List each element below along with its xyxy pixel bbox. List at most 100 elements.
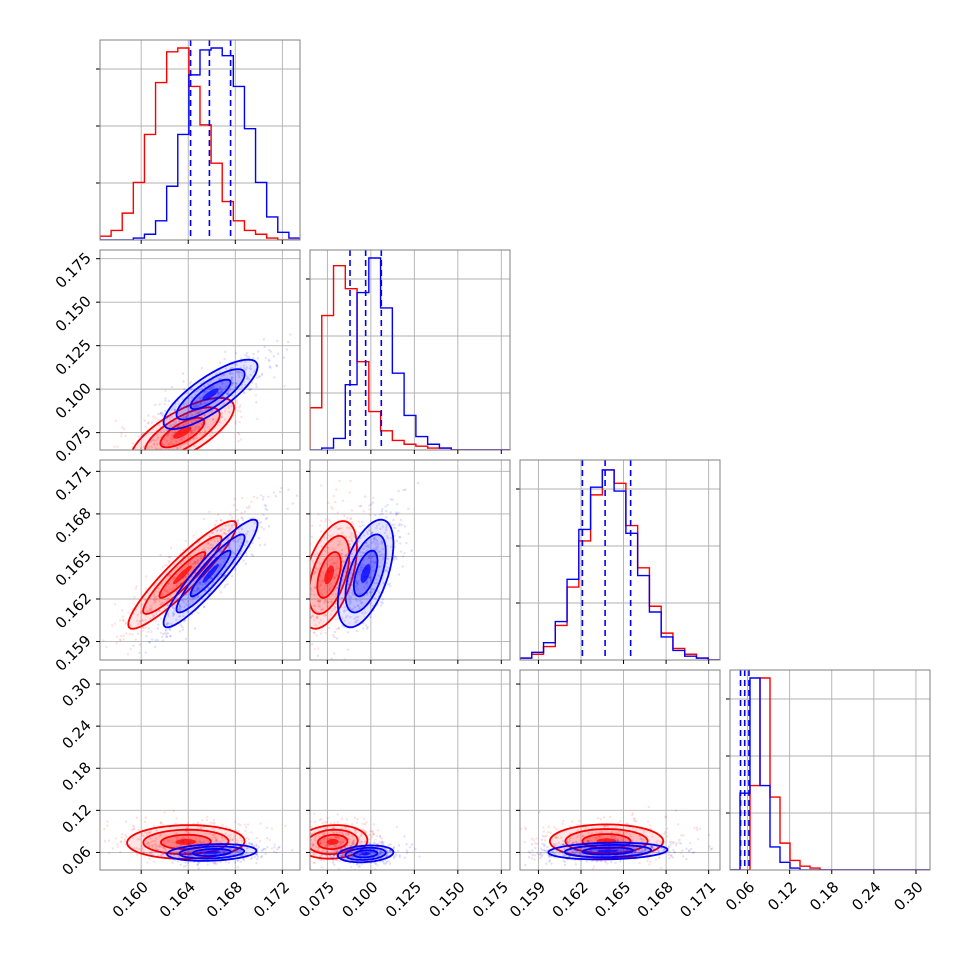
- scatter-point: [631, 839, 634, 843]
- scatter-point: [295, 494, 299, 497]
- scatter-point: [554, 836, 557, 839]
- scatter-point: [228, 528, 232, 532]
- scatter-point: [236, 409, 240, 412]
- scatter-point: [213, 523, 217, 526]
- scatter-point: [219, 361, 222, 364]
- scatter-point: [651, 849, 655, 853]
- scatter-point: [334, 836, 337, 839]
- scatter-point: [698, 827, 702, 831]
- scatter-point: [255, 843, 258, 846]
- scatter-point: [135, 816, 139, 819]
- scatter-point: [306, 591, 308, 593]
- scatter-point: [157, 587, 160, 590]
- scatter-point: [375, 842, 379, 846]
- scatter-point: [222, 402, 226, 405]
- scatter-point: [581, 834, 585, 838]
- scatter-point: [274, 823, 276, 825]
- scatter-point: [332, 861, 335, 864]
- histogram-step: [730, 677, 930, 870]
- scatter-point: [240, 511, 243, 515]
- scatter-point: [175, 831, 178, 835]
- scatter-point: [226, 391, 230, 395]
- scatter-point: [384, 569, 387, 572]
- scatter-point: [210, 386, 214, 389]
- scatter-point: [172, 809, 175, 813]
- scatter-point: [333, 588, 337, 592]
- scatter-point: [233, 540, 236, 543]
- scatter-point: [310, 589, 314, 593]
- scatter-point: [137, 435, 140, 438]
- scatter-point: [530, 837, 533, 840]
- scatter-point: [562, 854, 565, 857]
- scatter-point: [155, 461, 157, 463]
- scatter-point: [625, 822, 628, 825]
- scatter-point: [362, 551, 366, 555]
- scatter-point: [596, 837, 599, 840]
- scatter-point: [319, 600, 322, 603]
- scatter-point: [284, 824, 287, 828]
- scatter-point: [656, 846, 659, 850]
- scatter-point: [176, 852, 179, 855]
- scatter-point: [341, 854, 344, 857]
- scatter-point: [216, 540, 220, 543]
- scatter-point: [218, 371, 221, 374]
- scatter-point: [369, 503, 373, 506]
- scatter-point: [106, 824, 109, 827]
- scatter-point: [328, 600, 331, 604]
- scatter-point: [202, 384, 206, 388]
- scatter-point: [346, 834, 350, 837]
- scatter-point: [207, 542, 210, 545]
- scatter-point: [302, 824, 304, 826]
- scatter-point: [379, 851, 383, 855]
- scatter-point: [362, 510, 366, 513]
- scatter-point: [113, 445, 116, 448]
- scatter-point: [227, 542, 231, 546]
- scatter-point: [326, 610, 330, 614]
- scatter-point: [372, 540, 376, 543]
- scatter-point: [142, 850, 145, 854]
- scatter-point: [141, 432, 144, 436]
- scatter-point: [359, 564, 363, 567]
- scatter-point: [234, 553, 237, 556]
- scatter-point: [252, 352, 255, 356]
- scatter-point: [218, 840, 221, 843]
- scatter-point: [183, 565, 187, 569]
- scatter-point: [380, 837, 383, 840]
- scatter-point: [149, 837, 152, 840]
- scatter-point: [320, 850, 324, 853]
- scatter-point: [179, 562, 183, 566]
- scatter-point: [590, 831, 594, 835]
- scatter-point: [173, 609, 176, 613]
- scatter-point: [184, 402, 188, 405]
- scatter-point: [193, 425, 197, 428]
- scatter-point: [119, 639, 122, 642]
- scatter-point: [113, 622, 117, 625]
- scatter-point: [196, 588, 199, 591]
- scatter-point: [228, 411, 231, 414]
- scatter-point: [365, 821, 368, 824]
- scatter-point: [663, 840, 667, 844]
- scatter-point: [544, 839, 547, 842]
- scatter-point: [614, 837, 617, 841]
- scatter-point: [343, 845, 347, 849]
- scatter-point: [358, 606, 361, 610]
- scatter-point: [273, 376, 276, 379]
- scatter-point: [336, 617, 340, 620]
- scatter-point: [177, 451, 179, 453]
- scatter-point: [360, 862, 364, 866]
- panel-border: [729, 669, 931, 871]
- scatter-point: [360, 563, 364, 566]
- scatter-point: [189, 560, 192, 564]
- scatter-point: [175, 584, 178, 587]
- scatter-point: [337, 836, 341, 840]
- scatter-point: [366, 545, 369, 548]
- scatter-point: [360, 565, 363, 569]
- scatter-point: [258, 543, 262, 547]
- scatter-point: [318, 818, 322, 822]
- scatter-point: [385, 561, 388, 565]
- scatter-point: [186, 413, 189, 416]
- scatter-point: [236, 850, 239, 853]
- scatter-point: [359, 567, 363, 570]
- scatter-point: [249, 368, 253, 371]
- scatter-point: [358, 853, 361, 857]
